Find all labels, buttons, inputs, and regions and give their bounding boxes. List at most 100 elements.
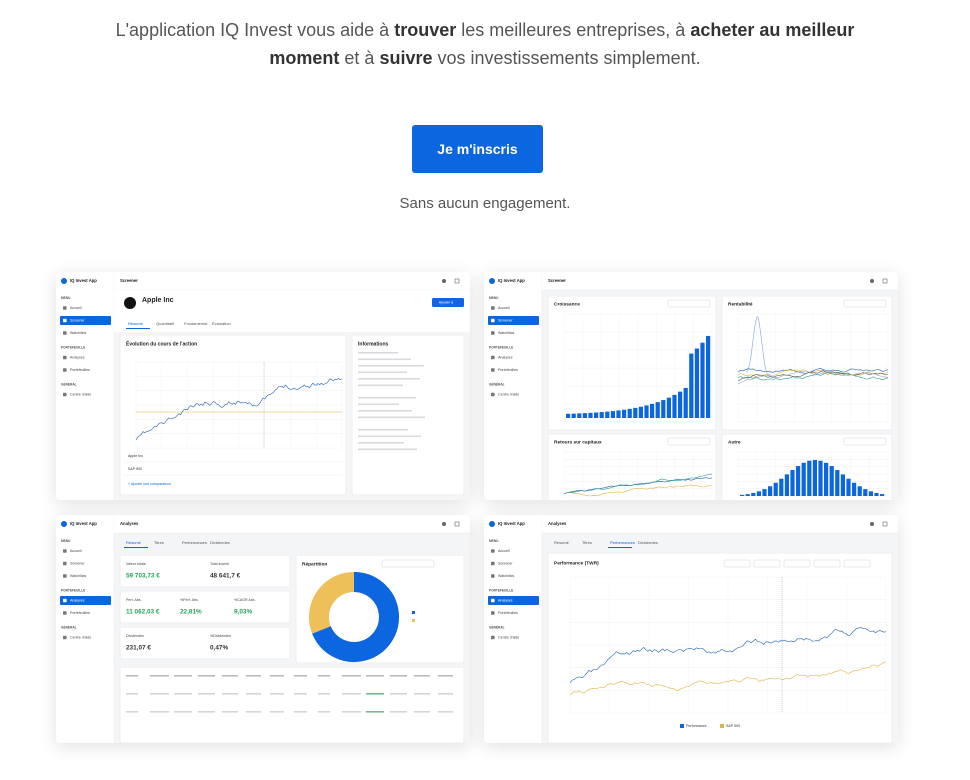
action-button[interactable]: [432, 298, 464, 307]
table-cell: [270, 693, 284, 695]
topbar: [114, 272, 470, 290]
app-screen: IQ Invest App MENU Accueil Screener Watchlis…: [484, 515, 898, 743]
nav-section: MENU: [61, 539, 71, 543]
table-cell: [414, 693, 430, 695]
hero-bold: suivre: [379, 48, 433, 68]
decor-bar: [571, 413, 576, 418]
decor-bar: [773, 482, 778, 496]
company-name: Apple Inc: [142, 297, 174, 304]
decor-bar: [829, 466, 834, 496]
decor-bar: [582, 413, 587, 418]
table-cell: [390, 675, 407, 677]
nav-active: [488, 316, 539, 325]
decor-bar: [863, 489, 868, 496]
kpi-value: 231,07 €: [126, 645, 151, 652]
user-icon: [442, 279, 446, 283]
screenshot: IQ Invest App MENU Accueil Screener Watchlis…: [56, 272, 470, 500]
nav-icon: [491, 635, 495, 640]
decor-bar: [840, 474, 845, 496]
nav-icon: [491, 331, 495, 335]
hero-text: L'application IQ Invest vous aide à trou…: [85, 16, 885, 72]
app-screen: IQ Invest App MENU Accueil Screener Watchlis…: [56, 272, 470, 500]
nav-icon: [63, 331, 67, 335]
decor-bar: [740, 494, 745, 496]
decor-bar: [566, 413, 571, 418]
card-title: Croissance: [554, 301, 580, 307]
info-line: [358, 352, 398, 354]
tab: Dividendes: [638, 540, 658, 545]
info-line: [358, 442, 404, 444]
tab-underline: [608, 547, 632, 548]
hero-bold: trouver: [394, 20, 457, 40]
legend-swatch: [412, 611, 415, 614]
card: [351, 334, 465, 496]
nav-icon: [491, 368, 495, 372]
signup-button[interactable]: Je m'inscris: [412, 125, 543, 173]
decor-bar: [807, 460, 812, 496]
nav-item: Screener: [498, 318, 513, 322]
table-cell: [270, 711, 284, 713]
table-cell: [366, 693, 384, 695]
nav-item: Accueil: [70, 306, 82, 310]
select: [843, 559, 871, 568]
tab: Évaluation: [212, 321, 231, 326]
nav-item: Analyses: [498, 355, 513, 359]
decor-bar: [818, 460, 823, 496]
decor-bar: [852, 482, 857, 496]
info-line: [358, 410, 412, 412]
perf-line: [569, 627, 887, 684]
table-cell: [246, 675, 261, 677]
table-cell: [150, 693, 169, 695]
nav-item: Watchlists: [498, 574, 514, 578]
decor-line: [563, 473, 713, 495]
table-cell: [198, 711, 215, 713]
comparison-row: S&P 500: [128, 467, 142, 471]
decor-line: [737, 367, 889, 375]
decor-bar: [577, 413, 582, 418]
nav-item: Centre d'aide: [498, 392, 519, 396]
nav-active: [488, 596, 539, 605]
card-title: Autre: [728, 439, 741, 445]
tab: Titres: [154, 540, 164, 545]
table-cell: [366, 711, 384, 713]
app-name: IQ Invest App: [70, 521, 97, 526]
tab: Titres: [582, 540, 592, 545]
decor-bar: [655, 402, 660, 418]
tab: Résumé: [554, 540, 570, 545]
note: Sans aucun engagement.: [399, 195, 571, 212]
nav-section: PORTEFEUILLE: [489, 588, 513, 592]
hero-segment: les meilleures entreprises, à: [456, 20, 691, 40]
info-line: [358, 435, 421, 438]
decor-bar: [672, 394, 677, 418]
user-icon: [870, 522, 874, 526]
decor-bar: [824, 462, 829, 496]
add-comparison[interactable]: + Ajouter une comparaison: [128, 482, 171, 486]
screenshot: IQ Invest App MENU Accueil Screener Watchlis…: [484, 272, 898, 500]
table-cell: [126, 693, 138, 695]
topbar: [542, 515, 898, 533]
card-title: Performance (TWR): [554, 560, 599, 566]
nav-item: Accueil: [498, 306, 510, 310]
kpi-value: 22,81%: [180, 609, 202, 616]
decor-bar: [689, 353, 694, 418]
logout-icon: [882, 521, 888, 527]
table-cell: [222, 675, 238, 677]
nav-item: Accueil: [498, 549, 510, 553]
card: [119, 590, 291, 624]
table-cell: [174, 693, 192, 695]
nav-icon: [491, 392, 495, 397]
kpi-label: Perf. Abs.: [126, 598, 142, 602]
table-cell: [294, 675, 307, 677]
kpi-value: 11 062,03 €: [126, 609, 160, 616]
logout-icon: [454, 521, 460, 527]
select: [813, 559, 841, 568]
decor-bar: [857, 486, 862, 496]
decor-bar: [644, 405, 649, 418]
decor-bar: [751, 492, 756, 496]
nav-section: MENU: [489, 296, 499, 300]
nav-icon: [491, 561, 495, 566]
kpi-label: %Perf. Abs.: [180, 598, 199, 602]
table-cell: [390, 693, 407, 695]
select: [723, 559, 751, 568]
info-line: [358, 403, 399, 406]
